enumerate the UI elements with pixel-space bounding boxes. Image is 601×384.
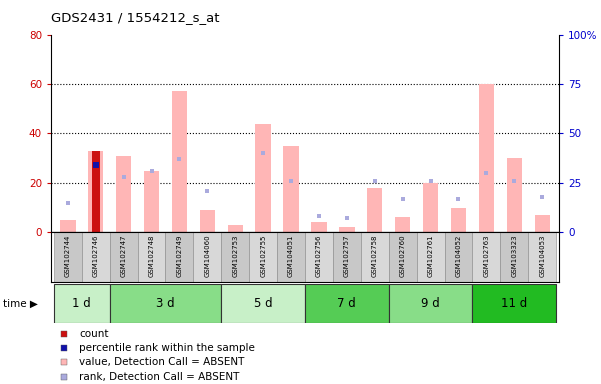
Text: value, Detection Call = ABSENT: value, Detection Call = ABSENT bbox=[79, 357, 245, 367]
Bar bbox=[255, 124, 271, 232]
Text: 7 d: 7 d bbox=[338, 297, 356, 310]
Bar bbox=[305, 284, 389, 323]
Bar bbox=[228, 225, 243, 232]
Text: GSM103323: GSM103323 bbox=[511, 235, 517, 278]
Text: GSM102755: GSM102755 bbox=[260, 235, 266, 277]
Bar bbox=[54, 284, 109, 323]
Bar bbox=[311, 222, 326, 232]
Text: GSM102748: GSM102748 bbox=[148, 235, 154, 277]
Bar bbox=[60, 220, 76, 232]
Bar bbox=[305, 232, 333, 282]
Text: GSM102753: GSM102753 bbox=[232, 235, 238, 277]
Text: GSM104052: GSM104052 bbox=[456, 235, 462, 277]
Bar bbox=[445, 232, 472, 282]
Text: GSM102747: GSM102747 bbox=[121, 235, 127, 277]
Bar bbox=[88, 151, 103, 232]
Bar bbox=[389, 284, 472, 323]
Bar bbox=[165, 232, 194, 282]
Bar bbox=[395, 217, 410, 232]
Text: count: count bbox=[79, 329, 109, 339]
Bar bbox=[221, 284, 305, 323]
Bar bbox=[472, 284, 556, 323]
Text: 1 d: 1 d bbox=[72, 297, 91, 310]
Bar bbox=[479, 84, 494, 232]
Text: GSM104053: GSM104053 bbox=[539, 235, 545, 277]
Text: GSM102744: GSM102744 bbox=[65, 235, 71, 277]
Bar bbox=[416, 232, 445, 282]
Bar bbox=[534, 215, 550, 232]
Text: 11 d: 11 d bbox=[501, 297, 528, 310]
Text: GSM102763: GSM102763 bbox=[483, 235, 489, 278]
Bar bbox=[389, 232, 416, 282]
Text: 5 d: 5 d bbox=[254, 297, 272, 310]
Text: GSM102760: GSM102760 bbox=[400, 235, 406, 278]
Bar bbox=[284, 146, 299, 232]
Bar bbox=[500, 232, 528, 282]
Bar bbox=[82, 232, 109, 282]
Bar bbox=[333, 232, 361, 282]
Bar bbox=[339, 227, 355, 232]
Text: 3 d: 3 d bbox=[156, 297, 175, 310]
Text: GSM102761: GSM102761 bbox=[427, 235, 433, 278]
Bar bbox=[472, 232, 500, 282]
Bar bbox=[361, 232, 389, 282]
Bar bbox=[54, 232, 82, 282]
Text: rank, Detection Call = ABSENT: rank, Detection Call = ABSENT bbox=[79, 372, 239, 382]
Bar bbox=[138, 232, 165, 282]
Text: GDS2431 / 1554212_s_at: GDS2431 / 1554212_s_at bbox=[51, 12, 219, 25]
Text: 9 d: 9 d bbox=[421, 297, 440, 310]
Bar bbox=[194, 232, 221, 282]
Text: GSM102746: GSM102746 bbox=[93, 235, 99, 277]
Text: GSM102749: GSM102749 bbox=[177, 235, 183, 277]
Bar bbox=[528, 232, 556, 282]
Bar bbox=[221, 232, 249, 282]
Text: GSM102756: GSM102756 bbox=[316, 235, 322, 277]
Bar bbox=[200, 210, 215, 232]
Bar bbox=[367, 188, 382, 232]
Bar bbox=[172, 91, 187, 232]
Bar bbox=[109, 284, 221, 323]
Text: GSM102757: GSM102757 bbox=[344, 235, 350, 277]
Text: GSM104051: GSM104051 bbox=[288, 235, 294, 277]
Text: GSM104060: GSM104060 bbox=[204, 235, 210, 278]
Bar bbox=[277, 232, 305, 282]
Text: GSM102758: GSM102758 bbox=[372, 235, 378, 277]
Bar bbox=[144, 170, 159, 232]
Bar bbox=[91, 151, 100, 232]
Bar bbox=[423, 183, 438, 232]
Bar bbox=[249, 232, 277, 282]
Text: percentile rank within the sample: percentile rank within the sample bbox=[79, 343, 255, 353]
Bar bbox=[451, 208, 466, 232]
Bar bbox=[507, 158, 522, 232]
Text: time ▶: time ▶ bbox=[3, 298, 38, 308]
Bar bbox=[109, 232, 138, 282]
Bar bbox=[116, 156, 131, 232]
